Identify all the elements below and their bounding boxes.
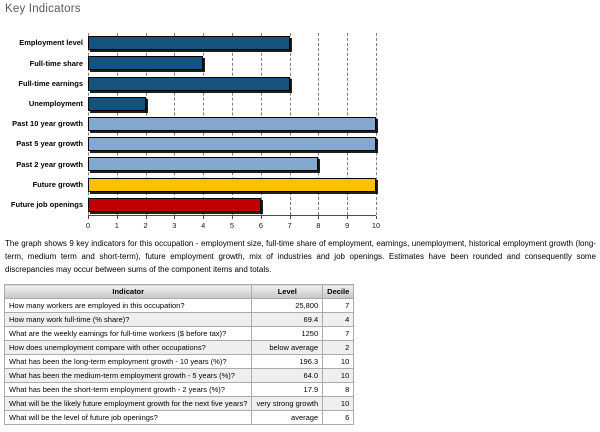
axis-tick-label: 7 (287, 221, 292, 230)
category-label: Unemployment (28, 99, 83, 109)
cell-decile: 2 (322, 340, 355, 355)
axis-tick-label: 2 (143, 221, 148, 230)
axis-tick (318, 216, 320, 219)
cell-decile: 10 (322, 396, 355, 411)
cell-decile: 7 (322, 298, 355, 313)
axis-tick (116, 216, 118, 219)
table-row: What has been the short-term employment … (3, 382, 355, 397)
cell-indicator: How does unemployment compare with other… (3, 340, 253, 355)
cell-decile: 10 (322, 368, 355, 383)
category-label: Past 10 year growth (12, 119, 83, 129)
gridline (376, 33, 377, 215)
chart-bar (88, 96, 146, 111)
table-row: How does unemployment compare with other… (3, 340, 355, 355)
axis-tick (145, 216, 147, 219)
axis-tick (88, 216, 89, 219)
table-row: What will be the likely future employmen… (3, 396, 355, 411)
axis-tick (260, 216, 262, 219)
chart-bar (88, 177, 376, 192)
page-title: Key Indicators (5, 3, 81, 15)
indicators-table: Indicator Level Decile How many workers … (3, 284, 355, 425)
category-label: Employment level (19, 38, 83, 48)
axis-tick-label: 4 (201, 221, 206, 230)
cell-decile: 7 (322, 326, 355, 341)
table-row: What has been the long-term employment g… (3, 354, 355, 369)
table-row: How many workers are employed in this oc… (3, 298, 355, 313)
axis-tick-label: 0 (85, 221, 91, 230)
cell-level: below average (251, 340, 324, 355)
axis-tick-label: 1 (114, 221, 119, 230)
axis-tick-label: 3 (172, 221, 177, 230)
cell-indicator: How many work full-time (% share)? (3, 312, 253, 327)
cell-indicator: What will be the likely future employmen… (3, 396, 253, 411)
cell-level: very strong growth (251, 396, 324, 411)
header-cell-indicator: Indicator (3, 284, 253, 299)
cell-indicator: What will be the level of future job ope… (3, 410, 253, 425)
cell-level: average (251, 410, 324, 425)
category-label: Past 2 year growth (16, 159, 83, 169)
cell-decile: 8 (322, 382, 355, 397)
category-label: Future job openings (10, 200, 83, 210)
axis-tick-label: 6 (258, 221, 263, 230)
cell-decile: 6 (322, 410, 355, 425)
cell-decile: 4 (322, 312, 355, 327)
axis-tick (203, 216, 205, 219)
cell-level: 1250 (251, 326, 324, 341)
category-label: Future growth (32, 179, 83, 189)
cell-indicator: How many workers are employed in this oc… (3, 298, 253, 313)
cell-level: 196.3 (251, 354, 324, 369)
table-header-row: Indicator Level Decile (3, 284, 355, 299)
cell-decile: 10 (322, 354, 355, 369)
cell-indicator: What has been the long-term employment g… (3, 354, 253, 369)
description-paragraph: The graph shows 9 key indicators for thi… (5, 239, 596, 274)
table-row: What are the weekly earnings for full-ti… (3, 326, 355, 341)
axis-tick (174, 216, 176, 219)
chart-bar (88, 56, 204, 71)
header-cell-level: Level (251, 284, 324, 299)
key-indicators-chart: 0 1 2 3 4 5 6 7 8 9 10 Employment level Full-time sh… (4, 33, 396, 233)
axis-tick (347, 216, 349, 219)
cell-level: 64.0 (251, 368, 324, 383)
chart-bar (88, 137, 376, 152)
chart-bar (88, 157, 319, 172)
axis-tick-label: 5 (229, 221, 235, 230)
axis-tick (289, 216, 291, 219)
category-label: Full-time share (29, 58, 83, 68)
table-row: What will be the level of future job ope… (3, 410, 355, 425)
cell-indicator: What has been the medium-term employment… (3, 368, 253, 383)
cell-level: 25,800 (251, 298, 324, 313)
chart-bar (88, 117, 376, 131)
cell-indicator: What are the weekly earnings for full-ti… (3, 326, 253, 341)
chart-bar (88, 76, 290, 91)
cell-indicator: What has been the short-term employment … (3, 382, 253, 397)
cell-level: 69.4 (251, 312, 324, 327)
category-label: Past 5 year growth (16, 139, 83, 149)
axis-tick-label: 8 (316, 221, 321, 230)
chart-bar (88, 36, 290, 51)
category-label: Full-time earnings (18, 78, 83, 88)
header-cell-decile: Decile (322, 284, 355, 299)
chart-bar (88, 197, 261, 212)
cell-level: 17.9 (251, 382, 324, 397)
table-row: What has been the medium-term employment… (3, 368, 355, 383)
axis-tick (376, 216, 377, 219)
axis-tick (232, 216, 233, 219)
table-row: How many work full-time (% share)? 69.4 4 (3, 312, 355, 327)
axis-tick-label: 10 (371, 221, 381, 230)
axis-tick-label: 9 (345, 221, 350, 230)
